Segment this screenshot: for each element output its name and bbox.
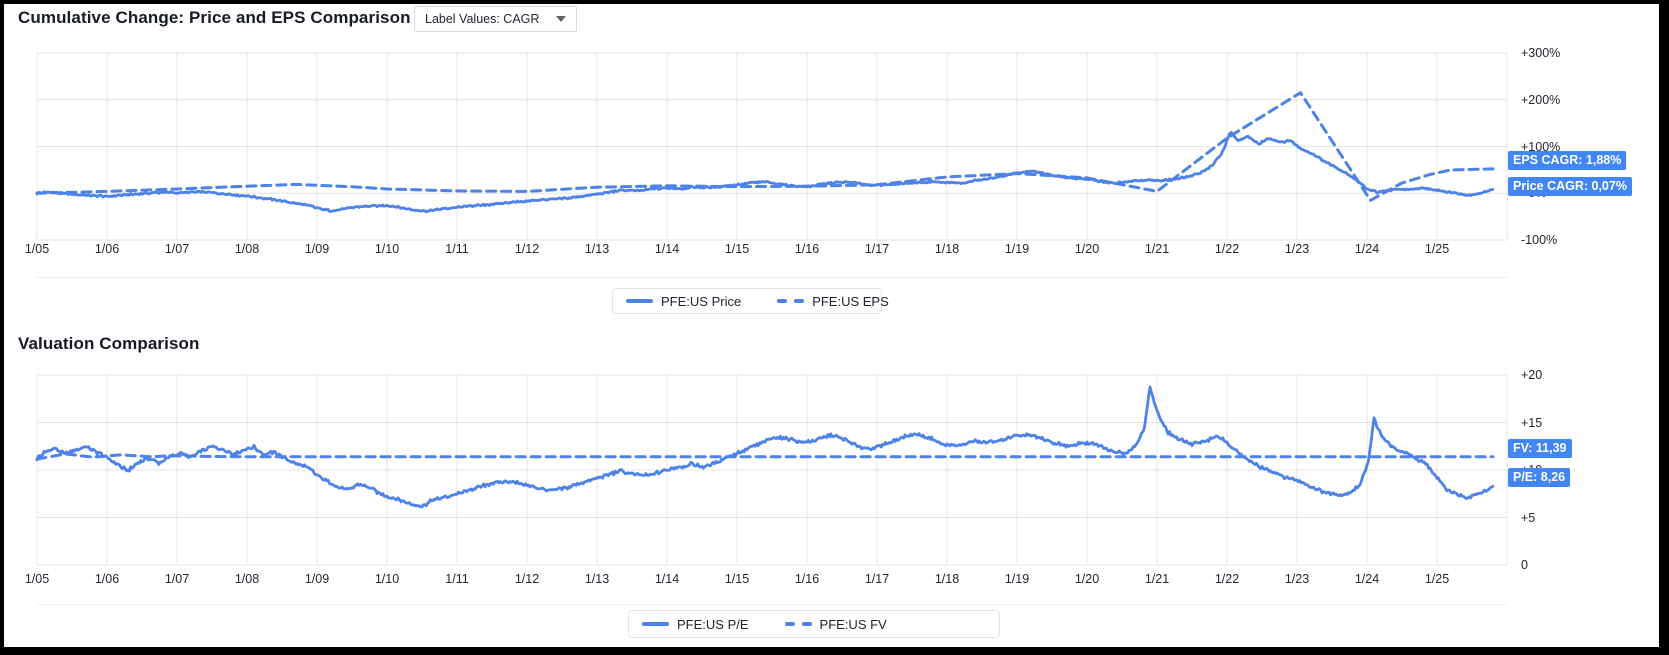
x-axis-label: 1/06: [94, 572, 120, 586]
x-axis-label: 1/20: [1074, 572, 1100, 586]
x-axis-label: 1/13: [584, 572, 610, 586]
x-axis-label: 1/07: [164, 242, 190, 256]
dashed-line-swatch-icon: [777, 299, 805, 303]
x-axis-label: 1/17: [864, 242, 890, 256]
x-axis-label: 1/19: [1004, 572, 1030, 586]
chart1-legend: PFE:US Price PFE:US EPS: [612, 288, 889, 314]
x-axis-label: 1/22: [1214, 242, 1240, 256]
chevron-down-icon: [556, 16, 566, 22]
x-axis-label: 1/12: [514, 242, 540, 256]
x-axis-label: 1/21: [1144, 572, 1170, 586]
legend-item-pfe-us-fv[interactable]: PFE:US FV: [784, 616, 887, 632]
value-badge-fv: FV: 11,39: [1508, 439, 1572, 458]
chart1-legend-divider: [37, 277, 1507, 278]
x-axis-label: 1/11: [445, 572, 469, 586]
pfe-us-price-line: [35, 131, 1495, 214]
dashed-line-swatch-icon: [784, 622, 812, 626]
x-axis-label: 1/22: [1214, 572, 1240, 586]
chart2-title: Valuation Comparison: [18, 334, 200, 353]
x-axis-label: 1/23: [1284, 572, 1310, 586]
legend-item-pfe-us-p-e[interactable]: PFE:US P/E: [642, 617, 749, 632]
y-axis-label: +15: [1521, 415, 1543, 430]
x-axis-label: 1/20: [1074, 242, 1100, 256]
chart1-canvas[interactable]: [35, 52, 1508, 241]
value-badge-p-e: P/E: 8,26: [1508, 468, 1571, 487]
x-axis-label: 1/12: [514, 572, 540, 586]
x-axis-label: 1/18: [934, 572, 960, 586]
legend-item-label: PFE:US P/E: [677, 616, 749, 632]
x-axis-label: 1/15: [724, 242, 750, 256]
legend-item-label: PFE:US Price: [661, 293, 742, 309]
legend-item-pfe-us-eps[interactable]: PFE:US EPS: [777, 294, 889, 309]
x-axis-label: 1/14: [654, 242, 680, 256]
value-badge-eps-cagr: EPS CAGR: 1,88%: [1508, 151, 1627, 170]
legend-item-label: PFE:US EPS: [812, 293, 889, 309]
x-axis-label: 1/19: [1004, 242, 1030, 256]
y-axis-label: +100%: [1521, 139, 1561, 154]
x-axis-label: 1/05: [24, 572, 50, 586]
x-axis-label: 1/16: [794, 242, 820, 256]
pfe-us-eps-line: [35, 91, 1495, 202]
pfe-us-fv-line: [35, 452, 1495, 461]
x-axis-label: 1/10: [374, 572, 400, 586]
y-axis-label: -100%: [1521, 233, 1558, 247]
page-canvas: Cumulative Change: Price and EPS Compari…: [4, 4, 1659, 647]
x-axis-label: 1/18: [934, 242, 960, 256]
legend-item-pfe-us-price[interactable]: PFE:US Price: [626, 294, 741, 309]
x-axis-label: 1/13: [584, 242, 610, 256]
pfe-us-p-e-line: [35, 385, 1495, 509]
y-axis-label: 0: [1521, 558, 1528, 572]
x-axis-label: 1/08: [234, 242, 260, 256]
dropdown-selected-value: Label Values: CAGR: [425, 12, 540, 26]
x-axis-label: 1/10: [374, 242, 400, 256]
x-axis-label: 1/17: [864, 572, 890, 586]
x-axis-label: 1/06: [94, 242, 120, 256]
solid-line-swatch-icon: [626, 299, 653, 303]
x-axis-label: 1/08: [234, 572, 260, 586]
x-axis-label: 1/25: [1424, 242, 1450, 256]
chart2-legend: PFE:US P/E PFE:US FV: [628, 610, 1000, 638]
x-axis-label: 1/24: [1354, 572, 1380, 586]
x-axis-label: 1/11: [445, 242, 469, 256]
x-axis-label: 1/21: [1144, 242, 1170, 256]
legend-item-label: PFE:US FV: [819, 616, 887, 632]
chart2-canvas[interactable]: [35, 374, 1508, 566]
x-axis-label: 1/07: [164, 572, 190, 586]
chart2-legend-divider: [37, 604, 1507, 605]
x-axis-label: 1/16: [794, 572, 820, 586]
x-axis-label: 1/24: [1354, 242, 1380, 256]
chart1-plot: +300%+200%+100%+0%-100%1/051/061/071/081…: [25, 46, 1632, 256]
x-axis-label: 1/05: [24, 242, 50, 256]
x-axis-label: 1/23: [1284, 242, 1310, 256]
chart1-title: Cumulative Change: Price and EPS Compari…: [18, 8, 411, 27]
y-axis-label: +200%: [1521, 92, 1561, 107]
x-axis-label: 1/09: [304, 572, 330, 586]
value-badge-price-cagr: Price CAGR: 0,07%: [1508, 177, 1632, 196]
y-axis-label: +20: [1521, 368, 1543, 382]
x-axis-label: 1/25: [1424, 572, 1450, 586]
y-axis-label: +300%: [1521, 46, 1561, 60]
y-axis-label: +5: [1521, 510, 1536, 525]
label-values-dropdown[interactable]: Label Values: CAGR: [414, 6, 577, 32]
x-axis-label: 1/14: [654, 572, 680, 586]
chart2-plot: +20+15+10+501/051/061/071/081/091/101/11…: [25, 368, 1572, 586]
solid-line-swatch-icon: [642, 622, 669, 626]
x-axis-label: 1/15: [724, 572, 750, 586]
x-axis-label: 1/09: [304, 242, 330, 256]
